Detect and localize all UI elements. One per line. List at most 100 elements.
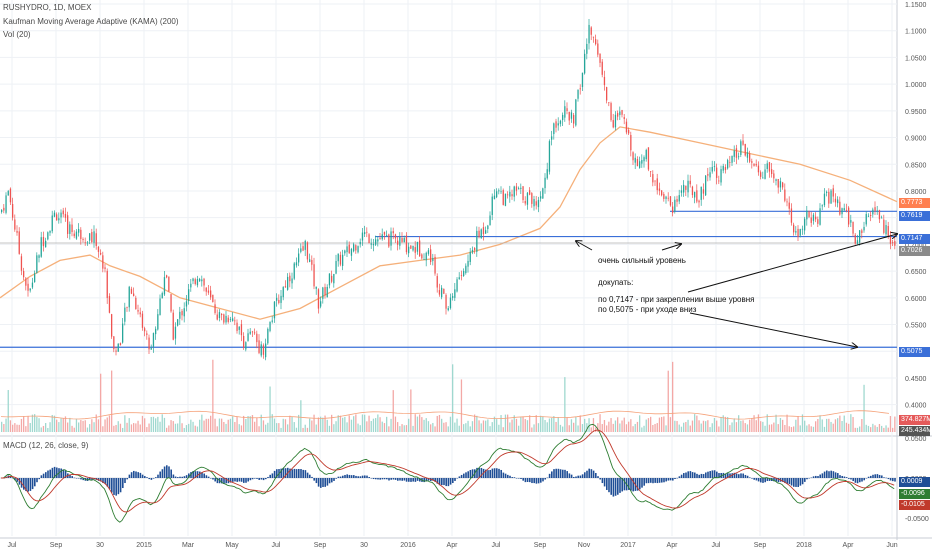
candle-up xyxy=(31,282,34,288)
macd-hist-bar xyxy=(647,478,650,484)
candle-up xyxy=(58,218,60,221)
volume-bar xyxy=(284,419,287,432)
candle-down xyxy=(258,340,260,353)
volume-bar xyxy=(700,423,702,432)
volume-bar xyxy=(337,415,339,432)
candle-down xyxy=(73,233,75,237)
volume-bar xyxy=(93,422,95,432)
volume-bar xyxy=(364,414,366,432)
volume-bar xyxy=(416,416,419,432)
macd-hist-bar xyxy=(749,477,751,478)
macd-hist-bar xyxy=(810,477,813,479)
time-tick-label: Nov xyxy=(578,542,591,549)
candle-up xyxy=(364,232,366,235)
candle-up xyxy=(801,228,804,230)
candle-up xyxy=(34,273,36,283)
macd-hist-bar xyxy=(892,478,894,482)
macd-hist-bar xyxy=(225,478,227,484)
volume-bar xyxy=(595,427,597,432)
volume-bar xyxy=(865,424,867,432)
volume-bar xyxy=(709,427,711,432)
price-tick-label: 0.4000 xyxy=(905,403,927,410)
macd-hist-bar xyxy=(328,478,331,484)
candle-up xyxy=(711,166,713,172)
macd-hist-bar xyxy=(661,478,663,483)
volume-bar xyxy=(223,421,225,432)
candle-up xyxy=(513,186,515,197)
volume-bar xyxy=(282,418,284,432)
volume-bar xyxy=(47,427,49,432)
volume-bar xyxy=(881,425,883,432)
volume-bar xyxy=(548,418,551,432)
macd-hist-bar xyxy=(212,478,214,480)
volume-bar xyxy=(619,423,621,432)
macd-hist-bar xyxy=(71,476,73,478)
candle-up xyxy=(496,191,498,198)
macd-hist-bar xyxy=(487,470,489,478)
macd-badge-hist: 0.0009 xyxy=(899,477,930,487)
volume-bar xyxy=(20,418,23,432)
candle-down xyxy=(262,345,265,355)
volume-bar xyxy=(128,418,130,432)
volume-bar xyxy=(9,420,12,432)
candle-down xyxy=(656,178,658,191)
candle-up xyxy=(128,286,130,308)
candle-down xyxy=(628,130,630,134)
macd-hist-bar xyxy=(333,478,335,481)
candle-down xyxy=(696,190,698,202)
candle-up xyxy=(465,265,467,274)
candle-down xyxy=(768,162,771,172)
macd-layer xyxy=(0,423,897,523)
candle-down xyxy=(647,147,650,170)
volume-bar xyxy=(89,424,91,432)
macd-hist-bar xyxy=(199,471,201,478)
macd-hist-bar xyxy=(311,476,313,478)
volume-bar xyxy=(188,423,190,432)
volume-bar xyxy=(161,414,163,432)
candle-up xyxy=(705,175,707,196)
volume-bar xyxy=(757,414,760,432)
macd-hist-bar xyxy=(566,471,568,478)
candle-up xyxy=(557,123,559,126)
candle-down xyxy=(383,232,386,235)
candle-up xyxy=(60,212,62,218)
volume-bar xyxy=(654,423,656,432)
volume-bar xyxy=(856,427,859,432)
candle-up xyxy=(423,259,425,260)
macd-hist-bar xyxy=(691,472,694,478)
volume-bar xyxy=(817,418,819,432)
volume-bar xyxy=(225,423,227,432)
volume-bar xyxy=(652,424,654,432)
volume-bar xyxy=(366,421,368,432)
candle-up xyxy=(249,331,251,334)
macd-signal-line xyxy=(1,429,895,513)
candle-down xyxy=(414,247,416,253)
macd-hist-bar xyxy=(463,473,465,478)
candle-up xyxy=(687,180,689,193)
macd-hist-bar xyxy=(280,468,282,478)
candle-down xyxy=(397,240,399,245)
volume-bar xyxy=(771,424,773,432)
macd-hist-bar xyxy=(137,472,139,478)
candle-up xyxy=(350,248,353,256)
volume-bar xyxy=(335,421,337,432)
volume-bar xyxy=(718,426,720,432)
volume-bar xyxy=(579,415,581,432)
time-tick-label: May xyxy=(225,542,239,549)
macd-hist-bar xyxy=(526,478,529,483)
macd-hist-bar xyxy=(339,476,342,478)
candle-up xyxy=(320,301,322,307)
volume-bar xyxy=(491,422,493,432)
candle-down xyxy=(672,206,674,213)
volume-bar xyxy=(243,415,245,432)
macd-hist-bar xyxy=(865,478,868,479)
volume-bar xyxy=(586,423,588,432)
candle-down xyxy=(599,53,601,63)
candle-down xyxy=(595,39,597,45)
candle-down xyxy=(62,210,64,215)
macd-hist-bar xyxy=(797,478,799,488)
candle-down xyxy=(438,290,441,295)
candle-up xyxy=(553,123,555,135)
candle-up xyxy=(86,242,89,244)
candle-up xyxy=(5,195,7,213)
